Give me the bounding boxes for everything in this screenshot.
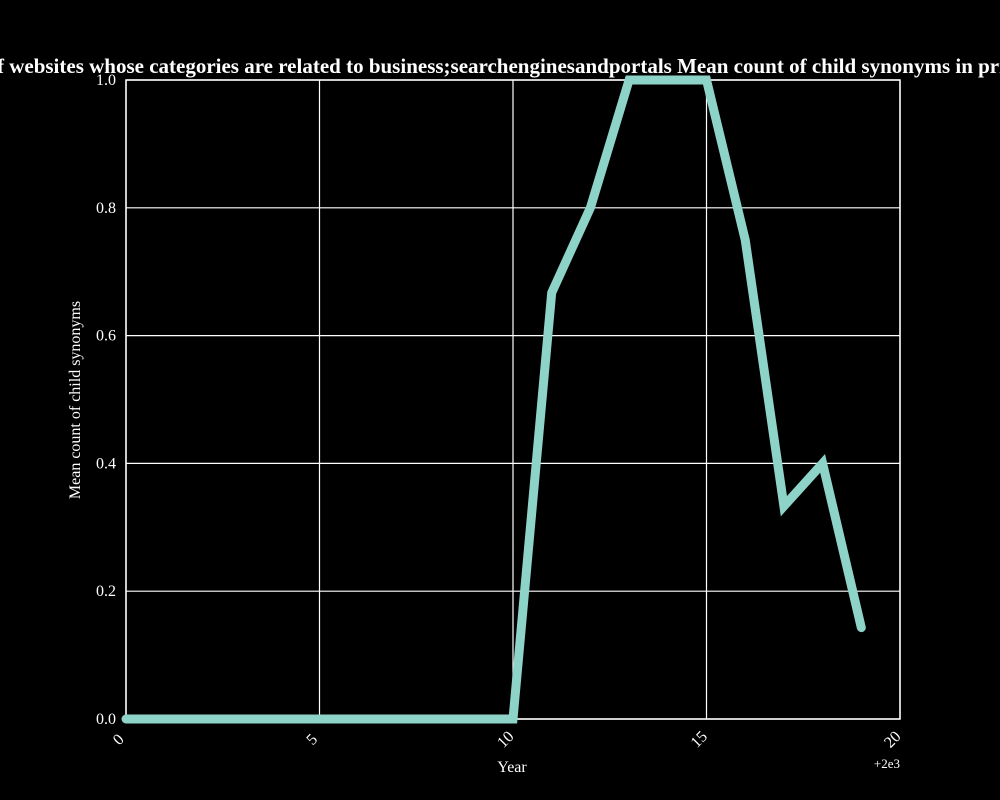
y-tick-label: 0.6 (96, 328, 116, 345)
y-tick-label: 0.2 (96, 583, 116, 600)
x-offset-label: +2e3 (874, 756, 900, 771)
grid (125, 79, 901, 720)
y-ticks: 0.0 0.2 0.4 0.6 0.8 1.0 (96, 72, 116, 728)
y-tick-label: 1.0 (96, 72, 116, 89)
x-tick-label: 10 (494, 728, 517, 751)
x-tick-label: 5 (303, 731, 321, 749)
y-axis-label: Mean count of child synonyms (67, 301, 84, 499)
series-line (121, 75, 866, 724)
x-axis-label: Year (497, 759, 527, 776)
x-tick-label: 0 (110, 731, 128, 749)
x-ticks: 0 5 10 15 20 (110, 728, 905, 751)
y-tick-label: 0.4 (96, 455, 116, 472)
chart-title: Percentage of websites whose categories … (0, 54, 1000, 78)
y-tick-label: 0.0 (96, 711, 116, 728)
y-tick-label: 0.8 (96, 200, 116, 217)
x-tick-label: 20 (881, 728, 904, 751)
x-tick-label: 15 (688, 728, 711, 751)
series-layer (121, 75, 866, 724)
